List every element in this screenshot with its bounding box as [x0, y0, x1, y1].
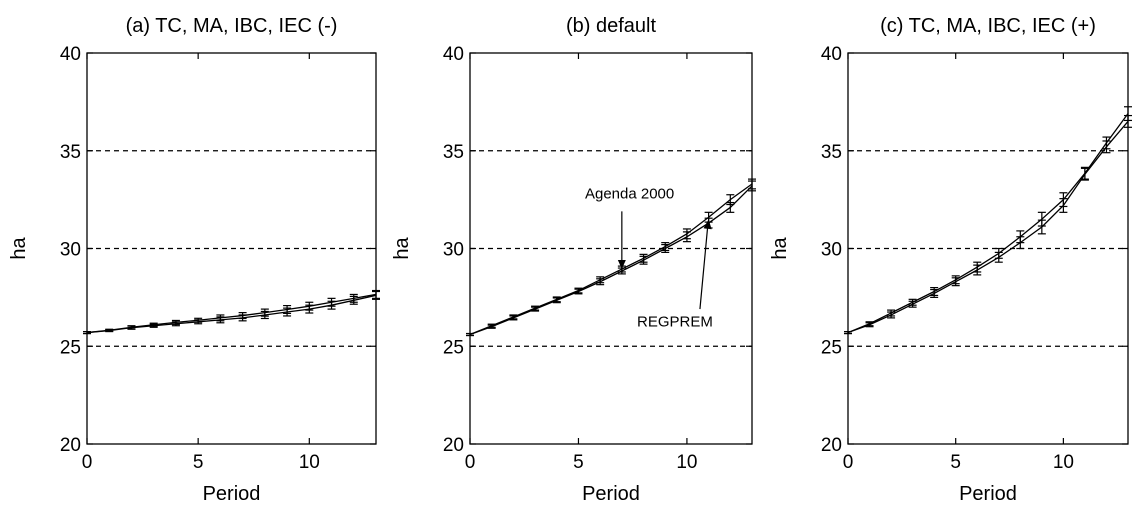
x-axis-label: Period [582, 483, 640, 505]
y-tick-label: 25 [821, 337, 842, 358]
x-tick-label: 10 [676, 452, 697, 473]
y-tick-label: 30 [821, 240, 842, 261]
chart-title: (a) TC, MA, IBC, IEC (-) [126, 15, 338, 37]
x-tick-label: 0 [465, 452, 476, 473]
panel-a: (a) TC, MA, IBC, IEC (-) 20 25 30 35 40 0 5 10 Pe… [8, 15, 380, 505]
annotation-label: Agenda 2000 [585, 186, 674, 203]
y-tick-label: 25 [443, 337, 464, 358]
panel-c: (c) TC, MA, IBC, IEC (+) 20 25 30 35 40 0 5 10 Pe… [769, 15, 1132, 505]
y-axis-label: ha [8, 237, 30, 260]
y-axis-label: ha [391, 237, 413, 260]
annotation-label: REGPREM [637, 314, 713, 331]
annotation-arrowhead [703, 219, 712, 230]
series-0 [844, 114, 1132, 335]
plot-frame [847, 52, 1129, 445]
x-axis-label: Period [203, 483, 261, 505]
annotation-arrow [699, 227, 709, 310]
series-line [86, 293, 377, 334]
y-tick-label: 30 [443, 240, 464, 261]
y-tick-label: 20 [443, 435, 464, 456]
y-tick-label: 30 [60, 240, 81, 261]
y-tick-label: 20 [821, 435, 842, 456]
chart-title: (b) default [566, 15, 656, 37]
y-tick-label: 40 [443, 44, 464, 65]
x-tick-label: 5 [950, 452, 961, 473]
series-line [469, 185, 753, 336]
x-tick-label: 5 [193, 452, 204, 473]
x-tick-label: 10 [299, 452, 320, 473]
y-axis-label: ha [769, 237, 791, 260]
x-axis-label: Period [959, 483, 1017, 505]
x-tick-label: 0 [82, 452, 93, 473]
panel-b: (b) default 20 25 30 35 40 0 5 10 Period ha Agenda … [391, 15, 756, 505]
y-tick-label: 35 [821, 142, 842, 163]
series-1 [844, 106, 1132, 335]
series-0 [466, 180, 756, 337]
series-line [847, 113, 1129, 334]
y-tick-label: 40 [60, 44, 81, 65]
annotation-arrowhead [617, 259, 626, 269]
y-tick-label: 25 [60, 337, 81, 358]
x-tick-label: 0 [843, 452, 854, 473]
x-tick-label: 10 [1053, 452, 1074, 473]
plot-frame [86, 52, 377, 445]
y-tick-label: 40 [821, 44, 842, 65]
y-tick-label: 35 [60, 142, 81, 163]
series-1 [83, 289, 380, 335]
x-tick-label: 5 [573, 452, 584, 473]
series-line [469, 183, 753, 336]
y-tick-label: 20 [60, 435, 81, 456]
chart-title: (c) TC, MA, IBC, IEC (+) [880, 15, 1096, 37]
series-line [847, 121, 1129, 334]
y-tick-label: 35 [443, 142, 464, 163]
plot-frame [469, 52, 753, 445]
